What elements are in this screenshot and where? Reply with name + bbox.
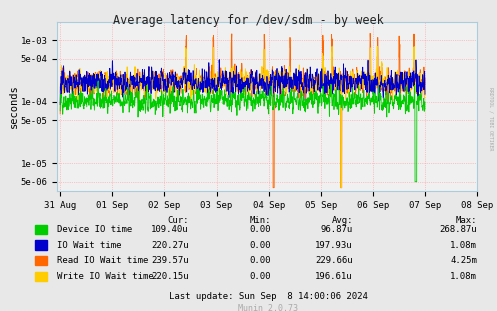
Text: 0.00: 0.00 (249, 225, 271, 234)
Text: Last update: Sun Sep  8 14:00:06 2024: Last update: Sun Sep 8 14:00:06 2024 (169, 292, 368, 301)
Text: 0.00: 0.00 (249, 272, 271, 281)
Text: Read IO Wait time: Read IO Wait time (57, 256, 149, 265)
Text: 220.27u: 220.27u (151, 241, 189, 249)
Text: Munin 2.0.73: Munin 2.0.73 (239, 304, 298, 311)
Text: Min:: Min: (249, 216, 271, 225)
Text: 1.08m: 1.08m (450, 241, 477, 249)
Text: 229.66u: 229.66u (315, 256, 353, 265)
Text: 220.15u: 220.15u (151, 272, 189, 281)
Text: Average latency for /dev/sdm - by week: Average latency for /dev/sdm - by week (113, 14, 384, 27)
Text: 109.40u: 109.40u (151, 225, 189, 234)
Text: 268.87u: 268.87u (439, 225, 477, 234)
Text: 196.61u: 196.61u (315, 272, 353, 281)
Text: 96.87u: 96.87u (321, 225, 353, 234)
Text: 239.57u: 239.57u (151, 256, 189, 265)
Text: IO Wait time: IO Wait time (57, 241, 122, 249)
Text: Device IO time: Device IO time (57, 225, 132, 234)
Text: 1.08m: 1.08m (450, 272, 477, 281)
Text: 0.00: 0.00 (249, 241, 271, 249)
Text: 197.93u: 197.93u (315, 241, 353, 249)
Text: 4.25m: 4.25m (450, 256, 477, 265)
Text: Write IO Wait time: Write IO Wait time (57, 272, 154, 281)
Text: Cur:: Cur: (167, 216, 189, 225)
Text: Avg:: Avg: (331, 216, 353, 225)
Text: 0.00: 0.00 (249, 256, 271, 265)
Text: Max:: Max: (456, 216, 477, 225)
Text: RRDTOOL / TOBI OETIKER: RRDTOOL / TOBI OETIKER (488, 86, 493, 150)
Y-axis label: seconds: seconds (9, 85, 19, 128)
